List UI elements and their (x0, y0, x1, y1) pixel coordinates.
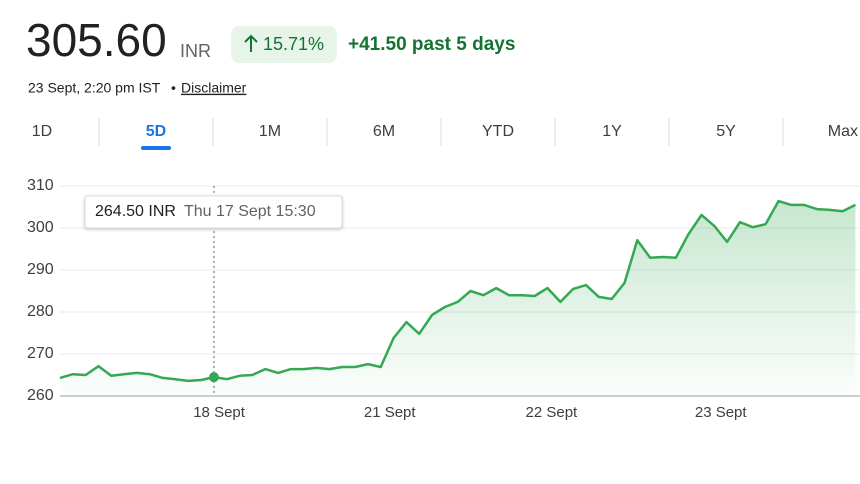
y-tick-label: 300 (27, 219, 54, 236)
price-line (59, 199, 856, 383)
tooltip-time: Thu 17 Sept 15:30 (184, 203, 316, 220)
tab[interactable]: 5D (146, 123, 166, 140)
range-tabs: 1D 5D 1M 6M YTD 1Y 5Y Max (32, 118, 858, 150)
tab[interactable]: 1M (259, 123, 281, 140)
tab[interactable]: 5Y (716, 123, 736, 140)
tab[interactable]: Max (828, 123, 858, 140)
separator: • (171, 80, 176, 96)
chart: 260 270 280 290 300 310 18 Sept 21 Sept 22 Sept 2… (27, 177, 860, 421)
tab[interactable]: 1Y (602, 123, 622, 140)
change-percent: 15.71% (263, 34, 324, 54)
timestamp: 23 Sept, 2:20 pm IST (28, 80, 161, 96)
tab[interactable]: 1D (32, 123, 52, 140)
up-arrow (244, 34, 258, 52)
tab[interactable]: YTD (482, 123, 514, 140)
change-pill (231, 26, 337, 63)
y-tick-label: 280 (27, 303, 54, 320)
disclaimer-link[interactable]: Disclaimer (181, 80, 247, 96)
y-tick-label: 290 (27, 261, 54, 278)
area (60, 201, 856, 396)
y-tick-label: 310 (27, 177, 54, 194)
tooltip-value: 264.50 INR (95, 203, 176, 220)
y-tick-label: 260 (27, 387, 54, 404)
x-tick-label: 23 Sept (695, 404, 748, 421)
tooltip-box (84, 195, 343, 229)
hover-point (208, 372, 219, 383)
x-tick-label: 18 Sept (193, 404, 246, 421)
change: +41.50 past 5 days (348, 34, 515, 55)
currency: INR (180, 41, 211, 61)
y-tick-label: 270 (27, 345, 54, 362)
tab[interactable]: 6M (373, 123, 395, 140)
x-tick-label: 22 Sept (526, 404, 579, 421)
price: 305.60 (26, 14, 167, 66)
active-tab-indicator (141, 146, 171, 150)
x-tick-label: 21 Sept (364, 404, 417, 421)
